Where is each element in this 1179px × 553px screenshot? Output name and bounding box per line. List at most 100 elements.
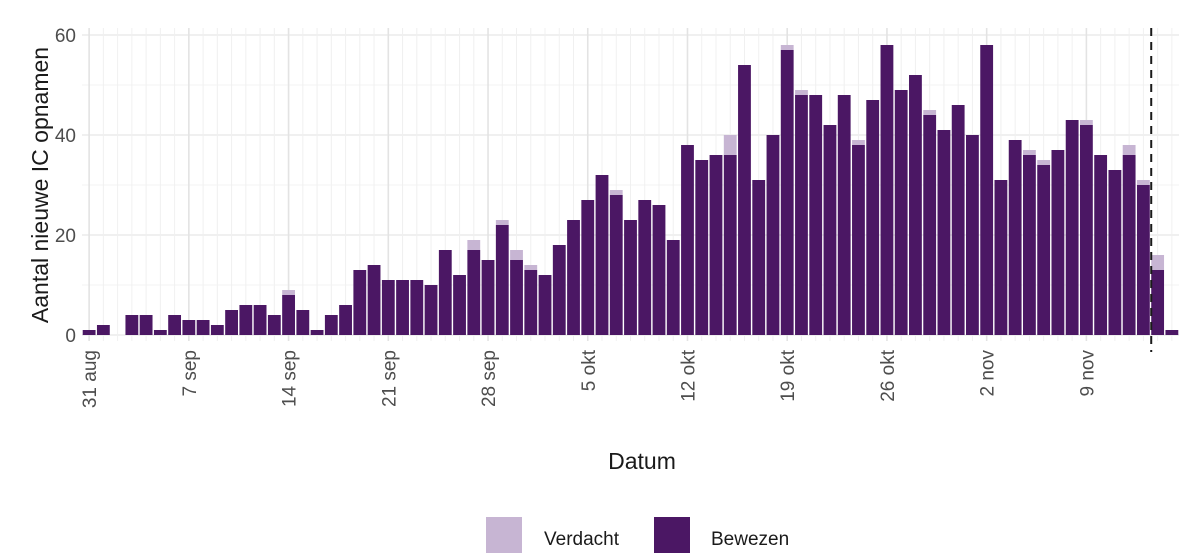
bar-bewezen-2020-09-01 [96, 325, 110, 335]
bar-bewezen-2020-09-11 [239, 305, 253, 335]
bar-bewezen-2020-10-03 [552, 245, 566, 335]
x-tick-label: 12 okt [678, 349, 699, 401]
bar-bewezen-2020-10-18 [766, 135, 780, 335]
bar-bewezen-2020-11-02 [980, 45, 994, 335]
y-tick-label: 20 [55, 226, 76, 247]
bar-verdacht-2020-10-19 [780, 45, 794, 50]
legend-swatch-bewezen [654, 517, 690, 553]
bar-bewezen-2020-09-05 [153, 330, 167, 335]
x-tick-label: 9 nov [1077, 350, 1098, 397]
bar-bewezen-2020-11-11 [1108, 170, 1122, 335]
x-tick-label: 26 okt [878, 349, 899, 401]
bar-verdacht-2020-11-06 [1037, 160, 1051, 165]
bar-verdacht-2020-09-27 [467, 240, 481, 250]
bar-bewezen-2020-09-26 [453, 275, 466, 335]
bar-bewezen-2020-10-20 [795, 95, 808, 335]
bar-bewezen-2020-11-01 [966, 135, 979, 335]
bar-bewezen-2020-11-10 [1094, 155, 1108, 335]
bar-bewezen-2020-09-28 [481, 260, 495, 335]
y-tick-label: 0 [65, 326, 76, 347]
bar-bewezen-2020-10-12 [681, 145, 694, 335]
y-tick-label: 60 [55, 26, 76, 47]
bar-bewezen-2020-09-04 [139, 315, 153, 335]
bar-bewezen-2020-10-29 [923, 115, 937, 335]
x-axis-title: Datum [608, 448, 676, 474]
bar-bewezen-2020-10-09 [638, 200, 652, 335]
bar-bewezen-2020-11-06 [1037, 165, 1051, 335]
bar-bewezen-2020-10-24 [852, 145, 865, 335]
bar-bewezen-2020-11-14 [1151, 270, 1165, 335]
x-tick-label: 21 sep [379, 350, 400, 407]
bar-bewezen-2020-11-08 [1065, 120, 1079, 335]
bar-bewezen-2020-09-25 [438, 250, 452, 335]
bar-bewezen-2020-09-29 [495, 225, 509, 335]
bar-bewezen-2020-09-18 [339, 305, 352, 335]
bar-bewezen-2020-10-08 [624, 220, 637, 335]
y-axis-ticks: 0 20 40 60 [55, 26, 76, 347]
bar-bewezen-2020-10-14 [709, 155, 723, 335]
bar-verdacht-2020-09-14 [282, 290, 295, 295]
bar-bewezen-2020-09-27 [467, 250, 481, 335]
x-tick-label: 28 sep [479, 350, 500, 407]
bar-bewezen-2020-09-08 [196, 320, 210, 335]
bar-bewezen-2020-10-05 [581, 200, 595, 335]
bar-bewezen-2020-11-13 [1136, 185, 1150, 335]
bar-bewezen-2020-11-03 [994, 180, 1008, 335]
x-tick-label: 5 okt [579, 349, 600, 391]
x-tick-label: 14 sep [280, 350, 301, 407]
bar-bewezen-2020-10-28 [909, 75, 922, 335]
bar-bewezen-2020-10-06 [595, 175, 609, 335]
bar-bewezen-2020-10-22 [823, 125, 837, 335]
bar-bewezen-2020-09-09 [210, 325, 224, 335]
bar-bewezen-2020-10-19 [780, 50, 794, 335]
bar-bewezen-2020-09-23 [410, 280, 424, 335]
bar-bewezen-2020-09-06 [168, 315, 182, 335]
bar-bewezen-2020-10-17 [752, 180, 766, 335]
bar-bewezen-2020-10-02 [538, 275, 552, 335]
bar-bewezen-2020-10-01 [524, 270, 538, 335]
bar-bewezen-2020-10-23 [837, 95, 851, 335]
bar-verdacht-2020-11-09 [1079, 120, 1093, 125]
bar-bewezen-2020-09-03 [125, 315, 139, 335]
bar-verdacht-2020-10-07 [609, 190, 623, 195]
bar-bewezen-2020-10-26 [880, 45, 894, 335]
bar-bewezen-2020-10-15 [723, 155, 737, 335]
legend-swatch-verdacht [486, 517, 522, 553]
bar-bewezen-2020-09-30 [510, 260, 523, 335]
bar-bewezen-2020-09-16 [310, 330, 324, 335]
x-tick-label: 7 sep [180, 350, 201, 396]
bar-bewezen-2020-08-31 [82, 330, 96, 335]
bar-verdacht-2020-11-13 [1136, 180, 1150, 185]
x-tick-label: 2 nov [978, 350, 999, 397]
bar-bewezen-2020-10-16 [738, 65, 751, 335]
legend-label-bewezen: Bewezen [711, 529, 789, 550]
y-tick-label: 40 [55, 126, 76, 147]
bar-bewezen-2020-09-07 [182, 320, 196, 335]
bar-bewezen-2020-10-30 [937, 130, 951, 335]
bar-verdacht-2020-10-20 [795, 90, 808, 95]
bar-verdacht-2020-10-24 [852, 140, 865, 145]
bar-bewezen-2020-11-15 [1165, 330, 1179, 335]
bar-bewezen-2020-11-09 [1079, 125, 1093, 335]
bar-bewezen-2020-09-15 [296, 310, 310, 335]
bar-bewezen-2020-11-07 [1051, 150, 1065, 335]
bar-bewezen-2020-09-10 [225, 310, 239, 335]
x-axis-ticks: 31 aug 7 sep 14 sep 21 sep 28 sep 5 okt 12 okt… [80, 349, 1098, 408]
bar-bewezen-2020-09-24 [424, 285, 438, 335]
bar-bewezen-2020-10-04 [567, 220, 580, 335]
y-axis-title: Aantal nieuwe IC opnamen [27, 47, 53, 323]
bar-bewezen-2020-09-21 [381, 280, 395, 335]
bar-bewezen-2020-11-12 [1122, 155, 1136, 335]
bar-bewezen-2020-09-12 [253, 305, 267, 335]
bar-bewezen-2020-09-14 [282, 295, 295, 335]
bar-bewezen-2020-10-11 [666, 240, 680, 335]
bar-verdacht-2020-09-29 [495, 220, 509, 225]
bar-verdacht-2020-11-12 [1122, 145, 1136, 155]
bar-bewezen-2020-10-25 [866, 100, 880, 335]
bar-verdacht-2020-11-14 [1151, 255, 1165, 270]
bar-bewezen-2020-10-21 [809, 95, 823, 335]
bar-bewezen-2020-09-19 [353, 270, 367, 335]
bar-verdacht-2020-09-30 [510, 250, 523, 260]
x-tick-label: 31 aug [80, 350, 101, 408]
